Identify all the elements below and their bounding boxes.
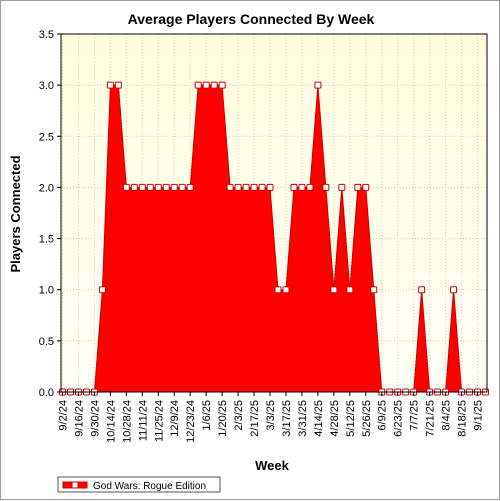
data-point-marker <box>250 183 258 191</box>
x-tick-label: 4/28/25 <box>329 400 341 437</box>
x-tick-label: 11/11/24 <box>137 400 149 441</box>
data-point-marker <box>274 286 282 294</box>
data-point-marker <box>282 286 290 294</box>
x-tick-label: 6/9/25 <box>377 400 389 431</box>
y-tick-label: 3.5 <box>39 29 54 41</box>
x-tick-label: 9/1/25 <box>473 400 485 431</box>
data-point-marker <box>306 183 314 191</box>
x-tick-label: 8/4/25 <box>441 400 453 431</box>
plot-border <box>60 33 488 393</box>
y-tick-label: 2.0 <box>39 182 54 194</box>
x-tick-label: 3/3/25 <box>265 400 277 431</box>
data-point-marker <box>242 183 250 191</box>
x-tick-label: 7/21/25 <box>425 400 437 437</box>
data-point-marker <box>202 81 210 89</box>
x-axis-title: Week <box>255 458 289 473</box>
data-point-marker <box>138 183 146 191</box>
x-tick-label: 8/18/25 <box>457 400 469 437</box>
data-point-marker <box>338 183 346 191</box>
y-tick-label: 1.0 <box>39 285 54 297</box>
x-tick-label: 4/14/25 <box>313 400 325 437</box>
x-tick-labels: 9/2/24 9/16/24 9/30/24 10/14/24 10/28/24 11/1… <box>58 400 485 443</box>
data-point-marker <box>122 183 130 191</box>
legend-box <box>57 476 221 493</box>
data-point-marker <box>258 183 266 191</box>
data-point-marker <box>130 183 138 191</box>
data-point-marker <box>314 81 322 89</box>
data-point-marker <box>226 183 234 191</box>
x-tick-label: 12/9/24 <box>169 400 181 437</box>
data-point-marker <box>346 286 354 294</box>
x-tick-label: 6/23/25 <box>393 400 405 437</box>
x-tick-label: 3/17/25 <box>281 400 293 437</box>
x-tick-label: 9/16/24 <box>73 400 85 437</box>
data-point-marker <box>170 183 178 191</box>
data-point-marker <box>322 183 330 191</box>
data-point-marker <box>162 183 170 191</box>
y-tick-label: 0.5 <box>39 336 54 348</box>
data-point-marker <box>330 286 338 294</box>
data-point-marker <box>450 286 458 294</box>
y-tick-label: 0.0 <box>39 387 54 399</box>
data-point-marker <box>370 286 378 294</box>
data-point-marker <box>194 81 202 89</box>
y-tick-label: 1.5 <box>39 234 54 246</box>
legend: God Wars: Rogue Edition <box>57 476 221 493</box>
x-tick-label: 5/12/25 <box>345 400 357 437</box>
x-tick-label: 10/14/24 <box>105 400 117 443</box>
y-axis-title: Players Connected <box>8 155 23 272</box>
x-tick-label: 2/3/25 <box>233 400 245 431</box>
data-point-marker <box>218 81 226 89</box>
x-tick-label: 12/23/24 <box>185 400 197 443</box>
x-tick-label: 9/30/24 <box>89 400 101 437</box>
data-point-marker <box>362 183 370 191</box>
x-tick-label: 7/7/25 <box>409 400 421 431</box>
data-point-marker <box>154 183 162 191</box>
x-tick-label: 11/25/24 <box>153 400 165 442</box>
data-point-marker <box>98 286 106 294</box>
x-tick-label: 1/6/25 <box>201 400 213 431</box>
axes <box>57 33 488 396</box>
legend-marker <box>71 481 79 489</box>
y-tick-labels: 0.0 0.5 1.0 1.5 2.0 2.5 3.0 3.5 <box>39 29 54 399</box>
data-point-marker <box>106 81 114 89</box>
legend-series-label: God Wars: Rogue Edition <box>93 481 206 492</box>
data-point-marker <box>290 183 298 191</box>
x-tick-label: 10/28/24 <box>121 400 133 443</box>
y-tick-label: 3.0 <box>39 80 54 92</box>
data-point-marker <box>114 81 122 89</box>
data-point-marker <box>210 81 218 89</box>
data-point-marker <box>178 183 186 191</box>
x-tick-label: 2/17/25 <box>249 400 261 437</box>
data-point-marker <box>354 183 362 191</box>
x-tick-label: 1/20/25 <box>217 400 229 437</box>
data-point-marker <box>146 183 154 191</box>
y-tick-label: 2.5 <box>39 131 54 143</box>
x-tick-label: 3/31/25 <box>297 400 309 437</box>
x-tick-label: 5/26/25 <box>361 400 373 437</box>
data-point-marker <box>234 183 242 191</box>
x-tick-label: 9/2/24 <box>58 400 70 431</box>
data-point-marker <box>298 183 306 191</box>
data-point-marker <box>418 286 426 294</box>
data-point-marker <box>266 183 274 191</box>
chart-title: Average Players Connected By Week <box>128 11 375 27</box>
data-point-marker <box>186 183 194 191</box>
